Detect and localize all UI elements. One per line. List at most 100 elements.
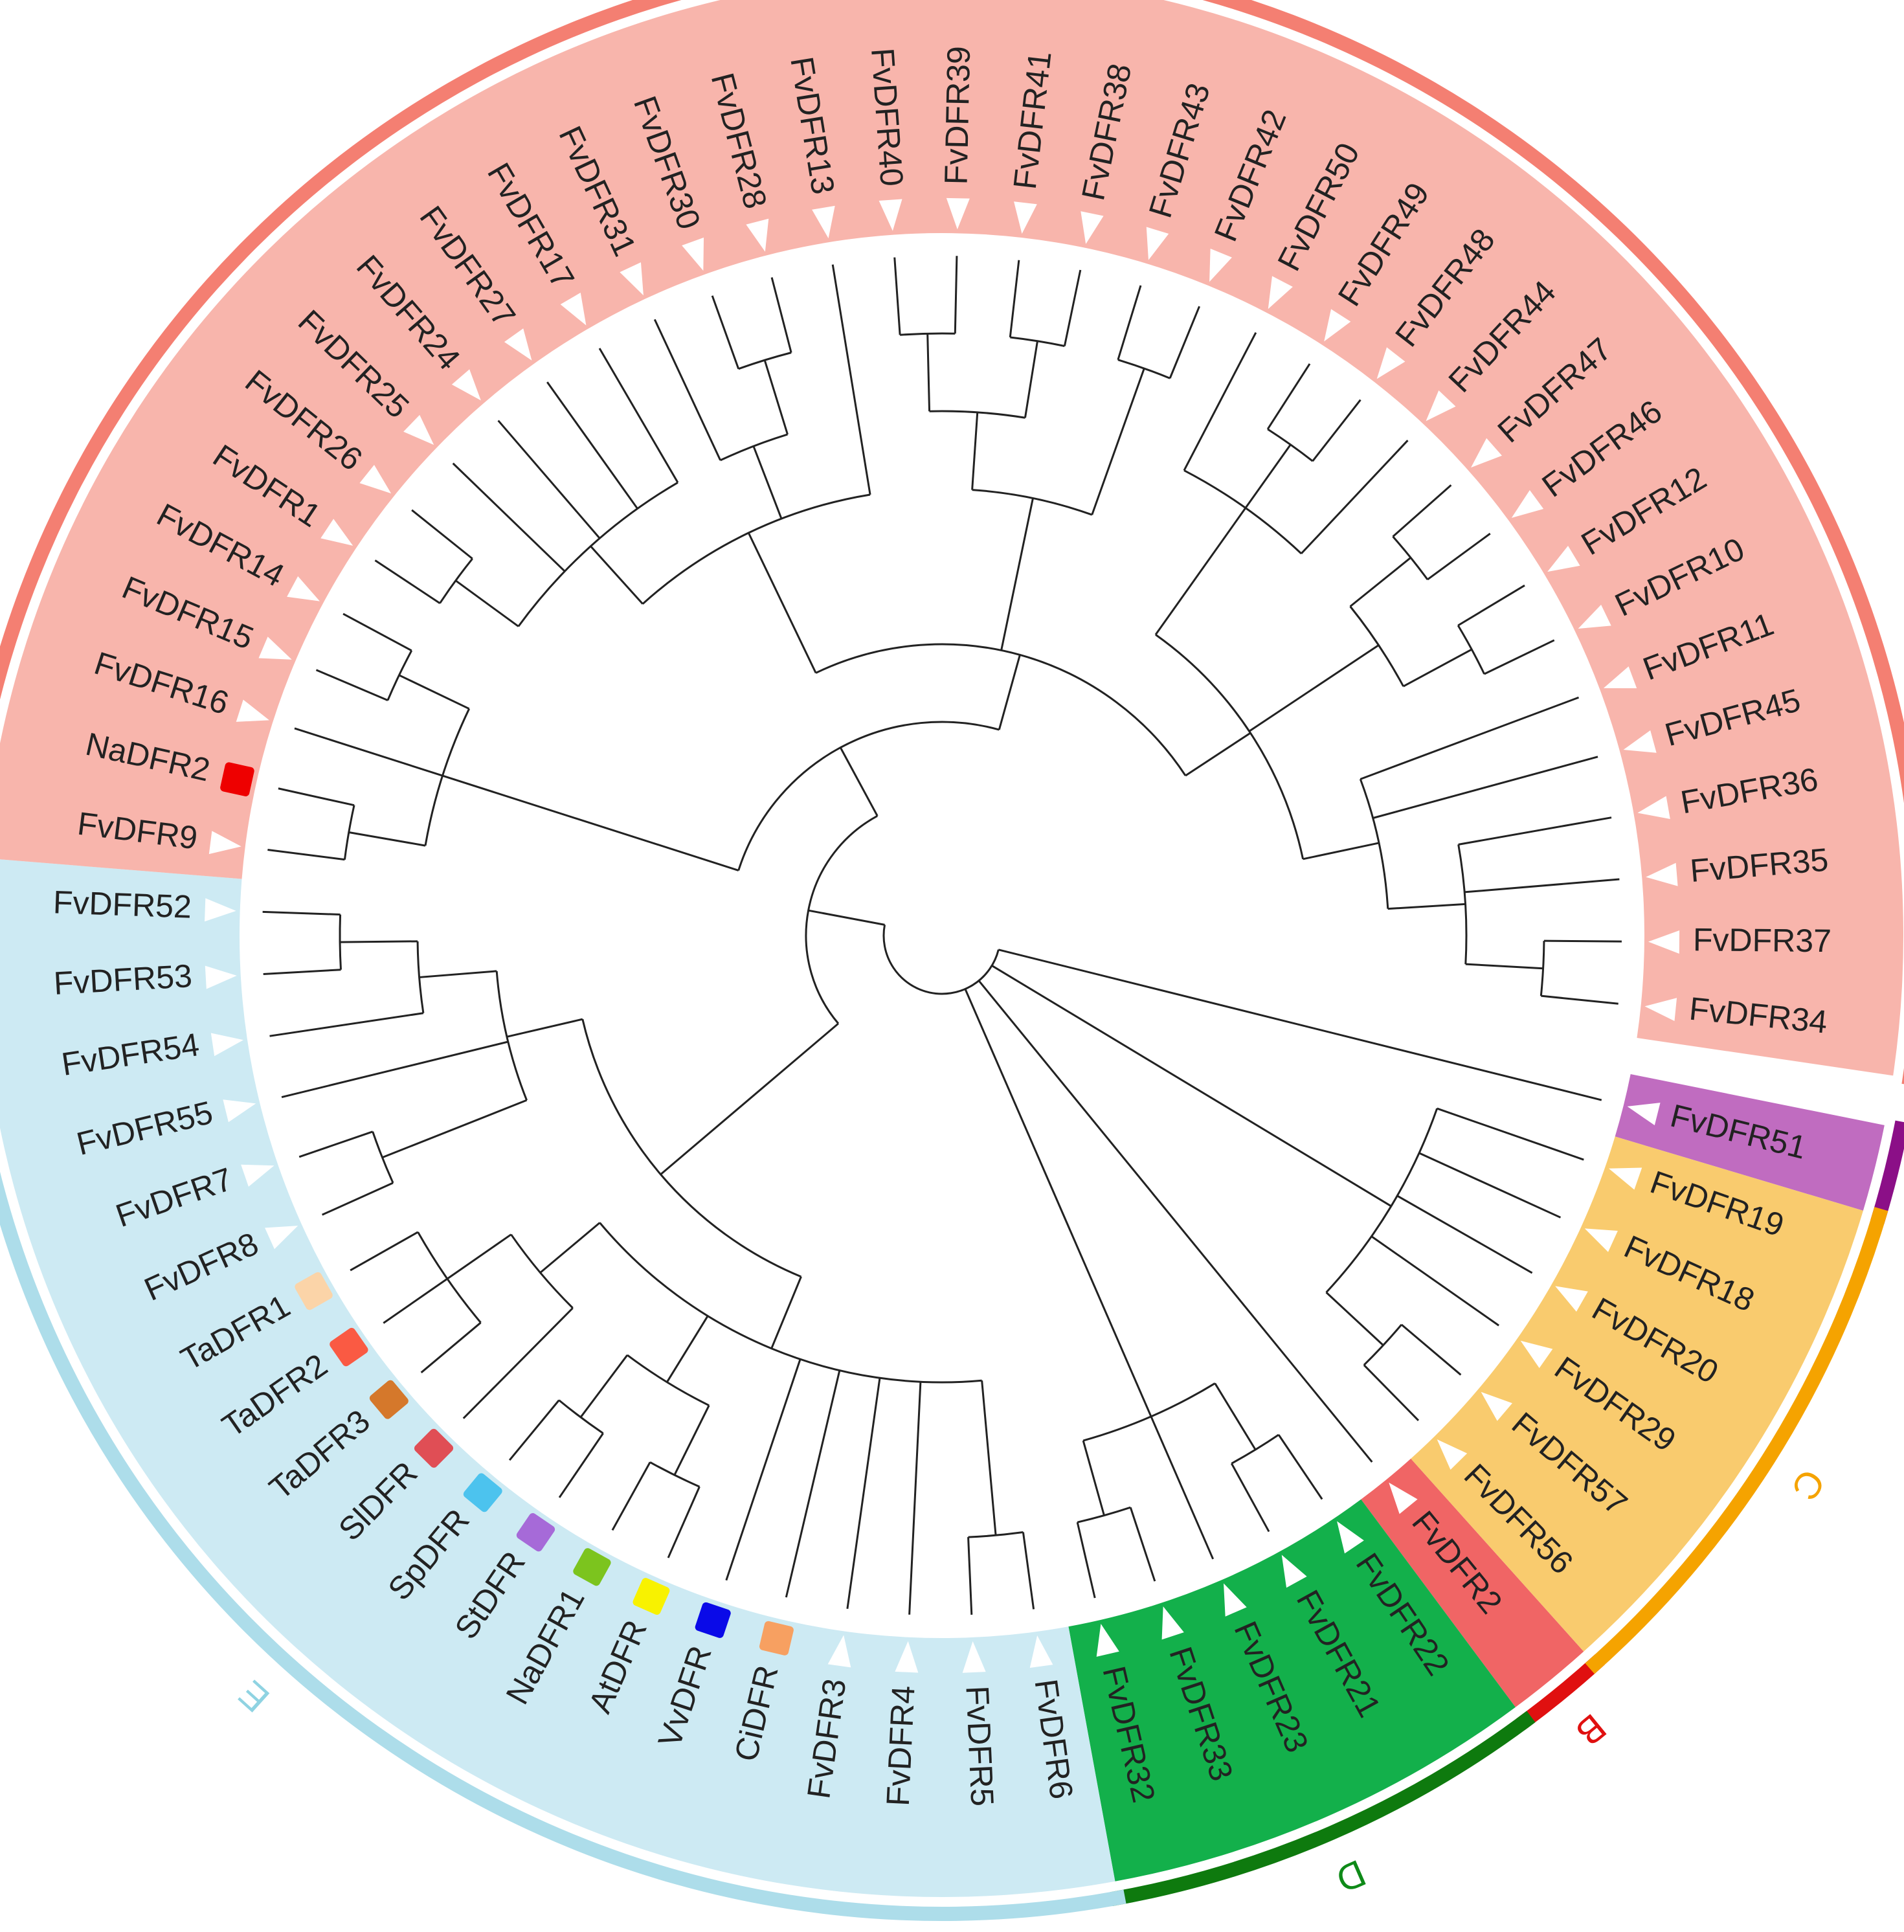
triangle-marker-fvdfr8 <box>265 1226 298 1250</box>
branch-54 <box>383 1277 448 1324</box>
branch-105 <box>1000 498 1034 651</box>
branch-arc-57 <box>495 971 528 1101</box>
triangle-marker-fvdfr45 <box>1623 730 1657 753</box>
clade-fill-d <box>1068 1499 1516 1881</box>
branch-69 <box>262 910 341 916</box>
leaf-label-fvdfr5: FvDFR5 <box>959 1685 1000 1807</box>
branch-58 <box>381 1099 528 1159</box>
square-marker-nadfr1 <box>573 1548 611 1586</box>
branch-arc-86 <box>642 493 871 605</box>
triangle-marker-fvdfr34 <box>1644 998 1677 1022</box>
branch-arc-64 <box>416 941 425 1013</box>
triangle-marker-fvdfr50 <box>1268 276 1293 309</box>
branch-arc-118 <box>1117 359 1170 379</box>
branch-55 <box>350 1231 419 1272</box>
branch-103 <box>770 277 792 353</box>
triangle-marker-fvdfr57 <box>1481 1391 1512 1421</box>
triangle-marker-fvdfr15 <box>258 636 292 660</box>
branch-arc-45 <box>558 1399 604 1434</box>
triangle-marker-fvdfr32 <box>1096 1624 1119 1657</box>
branch-70 <box>839 747 879 816</box>
branch-60 <box>322 1182 394 1216</box>
branch-79 <box>398 674 470 710</box>
triangle-marker-fvdfr11 <box>1603 666 1637 688</box>
branch-arc-59 <box>372 1131 394 1184</box>
branch-139 <box>1457 584 1525 627</box>
branch-125 <box>1183 331 1257 471</box>
branch-42 <box>667 1486 700 1558</box>
triangle-marker-fvdfr20 <box>1555 1286 1588 1312</box>
branch-36 <box>785 1370 841 1598</box>
branch-148 <box>1464 878 1620 893</box>
branch-145 <box>1387 903 1466 910</box>
branch-arc-90 <box>439 557 473 604</box>
triangle-marker-fvdfr38 <box>1081 211 1104 244</box>
leaf-label-fvdfr52: FvDFR52 <box>52 884 192 925</box>
triangle-marker-fvdfr13 <box>812 205 835 239</box>
branch-arc-146 <box>1457 844 1468 965</box>
clade-fill-b <box>1361 1458 1584 1707</box>
branch-arc-25 <box>805 814 878 1024</box>
triangle-marker-fvdfr47 <box>1471 438 1502 468</box>
branch-arc-49 <box>510 1233 574 1309</box>
branch-74 <box>348 831 426 847</box>
clade-band-a <box>1870 1120 1904 1224</box>
branch-104 <box>831 264 871 495</box>
branch-13 <box>964 988 1152 1417</box>
branch-99 <box>653 319 722 461</box>
branch-107 <box>971 412 979 490</box>
branch-56 <box>506 1018 583 1038</box>
clade-fill-f <box>0 0 1903 1076</box>
triangle-marker-fvdfr49 <box>1324 309 1351 342</box>
triangle-marker-fvdfr48 <box>1376 347 1406 379</box>
triangle-marker-fvdfr27 <box>504 328 532 361</box>
branch-layer <box>262 256 1622 1615</box>
clade-fill-a <box>1615 1073 1885 1211</box>
triangle-marker-fvdfr10 <box>1578 604 1611 629</box>
branch-10 <box>1400 1323 1462 1376</box>
square-marker-stdfr <box>516 1513 555 1552</box>
branch-53 <box>420 1321 482 1374</box>
branch-arc-84 <box>815 643 1187 776</box>
branch-arc-88 <box>517 481 678 627</box>
branch-47 <box>508 1399 560 1461</box>
triangle-marker-fvdfr6 <box>1029 1635 1053 1668</box>
triangle-marker-fvdfr24 <box>451 369 481 401</box>
branch-116 <box>1063 269 1082 346</box>
branch-76 <box>267 849 345 861</box>
branch-102 <box>711 295 740 370</box>
branch-arc-138 <box>1457 625 1486 675</box>
branch-arc-98 <box>720 433 788 462</box>
triangle-marker-fvdfr17 <box>560 293 587 326</box>
branch-43 <box>611 1461 651 1531</box>
branch-7 <box>1371 1235 1499 1327</box>
branch-arc-21 <box>1077 1506 1131 1523</box>
branch-62 <box>281 1040 509 1099</box>
branch-121 <box>1185 732 1251 777</box>
triangle-marker-fvdfr44 <box>1426 390 1456 421</box>
branch-100 <box>763 359 789 435</box>
branch-30 <box>981 1380 997 1536</box>
triangle-marker-fvdfr41 <box>1014 201 1037 234</box>
branch-40 <box>673 1405 710 1476</box>
square-marker-atdfr <box>633 1578 670 1615</box>
branch-92 <box>411 509 473 560</box>
triangle-marker-fvdfr19 <box>1609 1167 1642 1190</box>
triangle-marker-fvdfr25 <box>403 414 434 445</box>
triangle-marker-fvdfr18 <box>1584 1228 1618 1252</box>
branch-143 <box>1360 696 1580 780</box>
branch-arc-122 <box>1155 634 1305 860</box>
branch-82 <box>342 612 412 652</box>
branch-4 <box>1437 1107 1584 1161</box>
branch-141 <box>1303 842 1380 860</box>
branch-119 <box>1117 285 1142 361</box>
branch-38 <box>666 1315 709 1383</box>
branch-arc-3 <box>1325 1108 1439 1294</box>
square-marker-spdfr <box>463 1473 502 1512</box>
branch-85 <box>747 532 817 674</box>
square-marker-tadfr3 <box>369 1380 409 1419</box>
triangle-marker-fvdfr56 <box>1437 1439 1468 1470</box>
branch-32 <box>1022 1532 1035 1610</box>
